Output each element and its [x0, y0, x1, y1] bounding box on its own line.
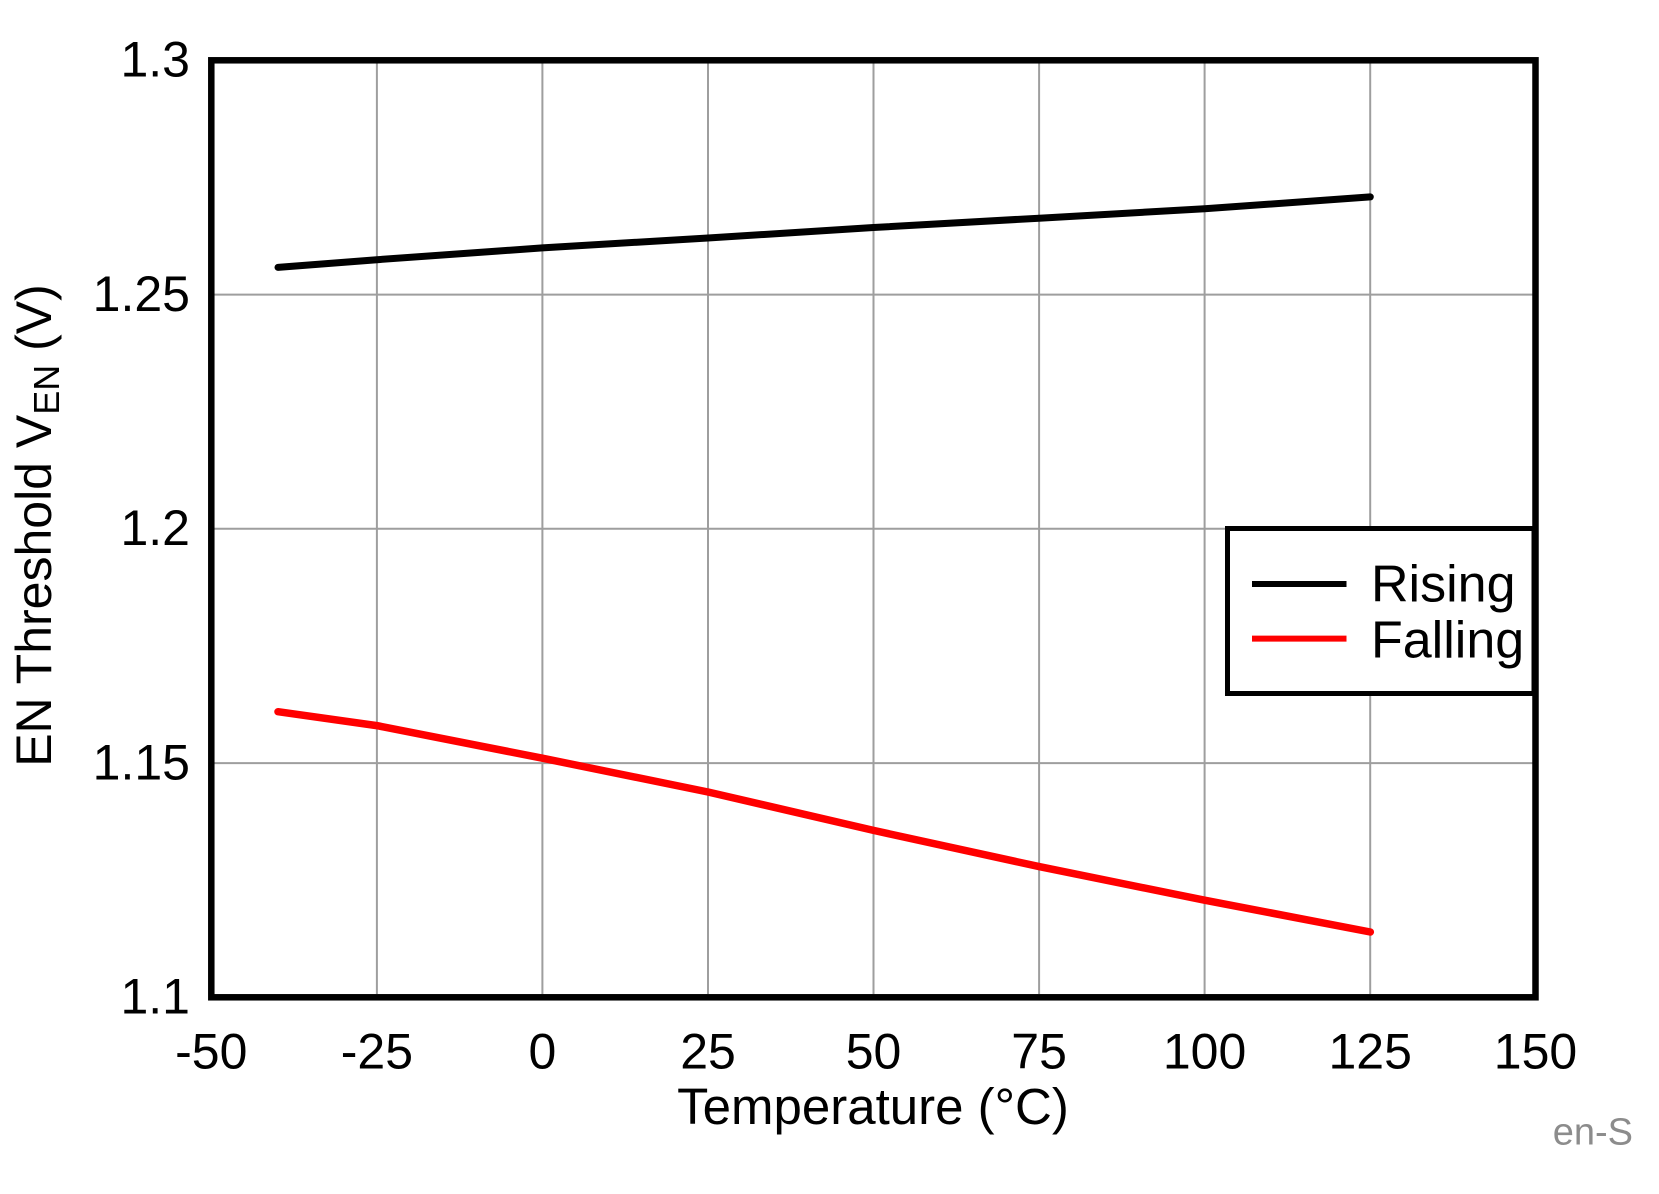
svg-text:-50: -50 [175, 1024, 247, 1080]
svg-text:1.2: 1.2 [120, 500, 190, 556]
svg-text:125: 125 [1328, 1024, 1411, 1080]
svg-text:-25: -25 [341, 1024, 413, 1080]
svg-text:100: 100 [1163, 1024, 1246, 1080]
svg-text:Temperature (°C): Temperature (°C) [677, 1078, 1069, 1135]
svg-text:50: 50 [846, 1024, 902, 1080]
svg-text:EN Threshold VEN (V): EN Threshold VEN (V) [6, 284, 67, 767]
svg-text:0: 0 [528, 1024, 556, 1080]
svg-text:1.15: 1.15 [93, 735, 190, 791]
svg-text:150: 150 [1494, 1024, 1577, 1080]
svg-text:25: 25 [680, 1024, 736, 1080]
svg-text:Falling: Falling [1371, 611, 1524, 669]
svg-text:Rising: Rising [1371, 556, 1516, 614]
svg-text:en-S: en-S [1553, 1112, 1633, 1154]
svg-text:75: 75 [1011, 1024, 1067, 1080]
svg-text:1.3: 1.3 [120, 32, 190, 88]
svg-text:1.25: 1.25 [93, 266, 190, 322]
svg-text:1.1: 1.1 [120, 969, 190, 1025]
